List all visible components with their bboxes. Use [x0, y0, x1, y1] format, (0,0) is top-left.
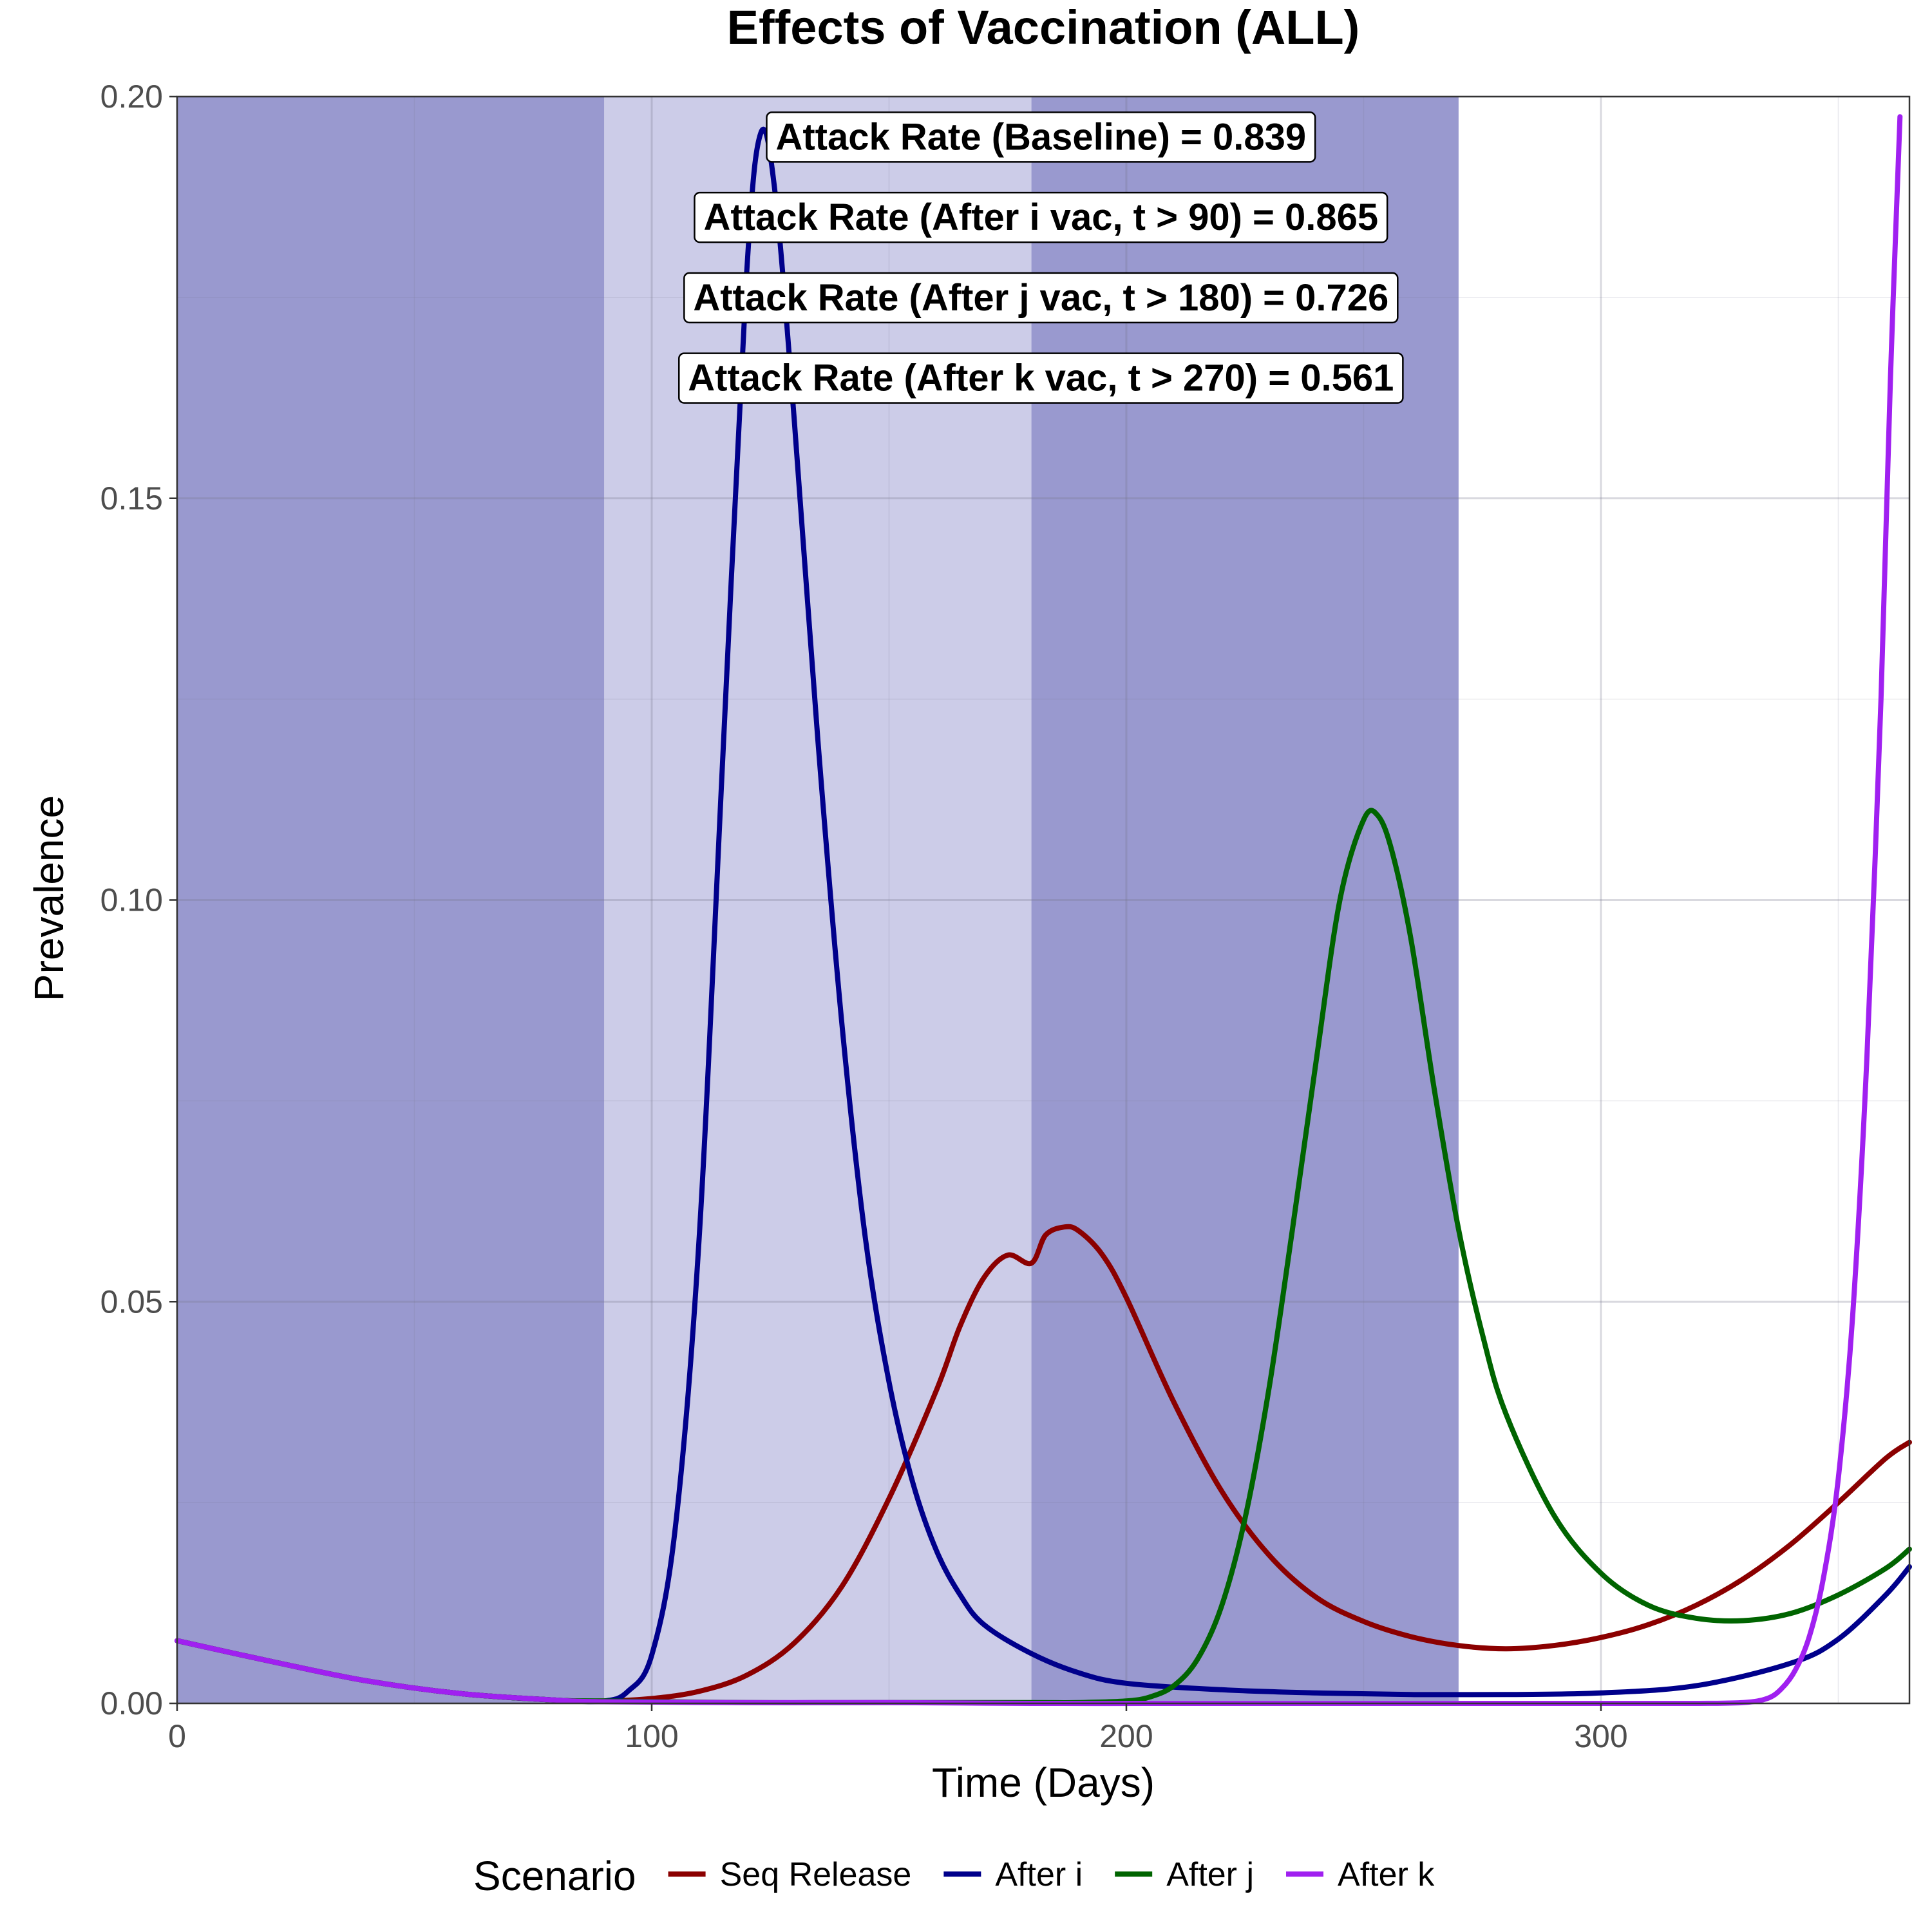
- background-band-1: [177, 97, 605, 1703]
- x-tick-label: 300: [1574, 1718, 1627, 1754]
- legend-label-after-i: After i: [995, 1856, 1083, 1893]
- annotation-label-3: Attack Rate (After j vac, t > 180) = 0.7…: [683, 272, 1399, 324]
- annotations: Attack Rate (Baseline) = 0.839 Attack Rat…: [678, 111, 1404, 404]
- x-tick-label: 100: [625, 1718, 678, 1754]
- series-line-after-i: [175, 126, 1912, 1705]
- annotation-label-1: Attack Rate (Baseline) = 0.839: [766, 111, 1316, 163]
- legend-label-after-k: After k: [1338, 1856, 1435, 1893]
- annotation-text: Attack Rate (Baseline) = 0.839: [775, 116, 1306, 158]
- annotation-box: [683, 272, 1399, 324]
- annotation-box: [766, 111, 1316, 163]
- annotation-text: Attack Rate (After k vac, t > 270) = 0.5…: [688, 357, 1394, 399]
- x-tick-label: 200: [1099, 1718, 1153, 1754]
- x-tick-label: 0: [168, 1718, 186, 1754]
- chart-title: Effects of Vaccination (ALL): [727, 1, 1360, 54]
- y-tick-label: 0.05: [100, 1283, 163, 1320]
- legend: Scenario Seq Release After i After j After …: [473, 1853, 1435, 1899]
- annotation-label-4: Attack Rate (After k vac, t > 270) = 0.5…: [678, 352, 1404, 404]
- legend-label-seq-release: Seq Release: [720, 1856, 912, 1893]
- annotation-text: Attack Rate (After j vac, t > 180) = 0.7…: [693, 277, 1388, 319]
- y-axis-title: Prevalence: [26, 795, 72, 1001]
- annotation-box: [678, 352, 1404, 404]
- annotation-text: Attack Rate (After i vac, t > 90) = 0.86…: [703, 196, 1378, 238]
- legend-label-after-j: After j: [1166, 1856, 1254, 1893]
- y-tick-label: 0.10: [100, 882, 163, 918]
- annotation-box: [694, 191, 1388, 243]
- y-tick-label: 0.20: [100, 79, 163, 115]
- x-axis-title: Time (Days): [932, 1759, 1155, 1806]
- y-tick-label: 0.15: [100, 480, 163, 516]
- axis-ticks: 0 100 200 300 0.00 0.05 0.10 0.15 0.20: [100, 79, 1628, 1754]
- y-tick-label: 0.00: [100, 1685, 163, 1721]
- annotation-label-2: Attack Rate (After i vac, t > 90) = 0.86…: [694, 191, 1388, 243]
- legend-title: Scenario: [473, 1853, 636, 1899]
